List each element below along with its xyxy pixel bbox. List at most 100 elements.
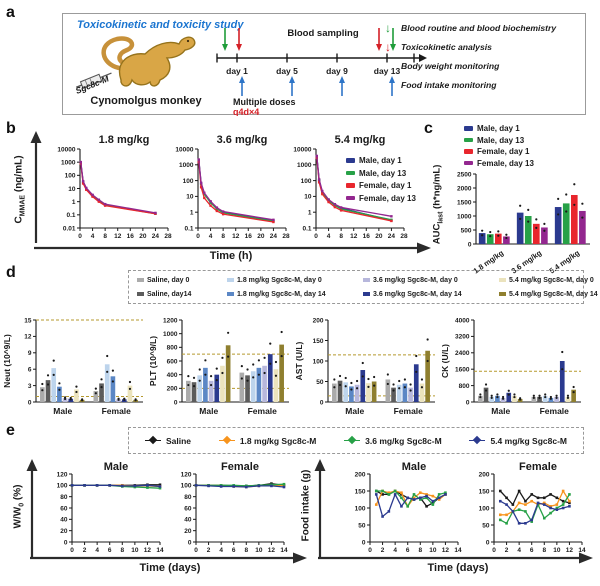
svg-text:0: 0 [28, 399, 32, 406]
b-x-axis-arrow [34, 242, 431, 254]
swatch [346, 195, 355, 201]
svg-text:0: 0 [368, 547, 372, 554]
svg-text:2: 2 [381, 547, 385, 554]
svg-text:5.4 mg/kg: 5.4 mg/kg [335, 134, 386, 146]
legend-item: Female, day 1 [464, 147, 534, 156]
swatch [464, 126, 473, 131]
swatch [499, 278, 506, 282]
svg-text:Male: Male [402, 461, 426, 473]
svg-text:0: 0 [314, 233, 318, 240]
svg-text:Female: Female [248, 406, 278, 416]
svg-text:20: 20 [60, 528, 68, 535]
svg-text:4: 4 [209, 233, 213, 240]
svg-text:2: 2 [207, 547, 211, 554]
svg-text:0: 0 [174, 399, 178, 406]
svg-text:Male: Male [199, 406, 218, 416]
swatch [499, 292, 506, 296]
svg-text:4: 4 [91, 233, 95, 240]
svg-text:200: 200 [313, 317, 324, 324]
legend-item: 5.4 mg/kg Sgc8c-M [469, 436, 567, 446]
svg-text:6: 6 [232, 547, 236, 554]
svg-text:12: 12 [114, 233, 122, 240]
svg-text:12: 12 [350, 233, 358, 240]
svg-text:6: 6 [406, 547, 410, 554]
svg-text:Female: Female [519, 461, 557, 473]
svg-text:50: 50 [316, 379, 324, 386]
svg-text:50: 50 [358, 522, 366, 529]
monkey-illustration: Sgc8c-M [75, 36, 196, 96]
svg-text:10000: 10000 [57, 146, 75, 153]
svg-text:0: 0 [194, 547, 198, 554]
legend-item: 1.8 mg/kg Sgc8c-M, day 0 [227, 277, 363, 284]
legend-item: Male, day 13 [464, 136, 534, 145]
legend-item: 5.4 mg/kg Sgc8c-M, day 0 [499, 277, 598, 284]
legend-item: Male, day 13 [346, 169, 416, 178]
timeline-axis [216, 53, 427, 63]
e-right-y-axis-arrow [314, 459, 326, 557]
panel-label-d: d [6, 264, 16, 281]
svg-text:28: 28 [400, 233, 408, 240]
svg-text:0: 0 [196, 233, 200, 240]
svg-text:8: 8 [418, 547, 422, 554]
svg-text:4000: 4000 [455, 317, 470, 324]
chart-foodintake-male: Male 0 50 100 150 200 0 2 4 6 8 10 12 14 [355, 461, 462, 554]
svg-text:9: 9 [28, 350, 32, 357]
svg-text:100: 100 [57, 483, 68, 490]
svg-text:0.1: 0.1 [184, 225, 193, 232]
legend-item: 1.8 mg/kg Sgc8c-M [218, 436, 316, 446]
svg-text:2000: 2000 [457, 185, 472, 192]
svg-text:10: 10 [429, 547, 437, 554]
svg-text:120: 120 [57, 471, 68, 478]
svg-text:1600: 1600 [455, 367, 470, 374]
day9-label: day 9 [326, 66, 348, 76]
svg-text:40: 40 [60, 517, 68, 524]
legend-item: Saline, day 0 [137, 277, 227, 284]
legend-label: Toxicokinetic analysis [401, 42, 492, 52]
svg-text:100: 100 [479, 505, 490, 512]
svg-text:10: 10 [186, 194, 194, 201]
svg-text:400: 400 [167, 372, 178, 379]
svg-text:200: 200 [167, 386, 178, 393]
e-left-x-axis-arrow [30, 552, 307, 564]
chart-bodyweight-male: Male 0 20 40 60 80 100 120 0 2 4 6 8 10 12 14 [57, 461, 164, 554]
svg-text:12: 12 [144, 547, 152, 554]
svg-text:12: 12 [566, 547, 574, 554]
svg-text:4: 4 [219, 547, 223, 554]
monkey-caption: Cynomolgus monkey [90, 95, 202, 107]
svg-text:8: 8 [339, 233, 343, 240]
swatch [137, 292, 144, 296]
legend-item: Saline [145, 436, 191, 446]
svg-text:8: 8 [221, 233, 225, 240]
svg-text:1.8 mg/kg: 1.8 mg/kg [99, 134, 150, 146]
svg-text:120: 120 [181, 471, 192, 478]
swatch [464, 160, 473, 166]
svg-text:Male: Male [345, 406, 364, 416]
swatch [346, 170, 355, 176]
svg-text:10: 10 [68, 186, 76, 193]
b-y-axis-arrow [30, 131, 42, 243]
swatch [227, 278, 234, 282]
swatch [464, 137, 473, 143]
panel-a-legend: ↓ Blood routine and blood biochemistry ↓… [385, 22, 556, 91]
dose36-marker-icon [344, 436, 361, 445]
svg-text:2: 2 [505, 547, 509, 554]
legend-item: Female, day 13 [464, 159, 534, 168]
swatch [346, 183, 355, 188]
day5-label: day 5 [276, 66, 298, 76]
blood-sampling-label: Blood sampling [287, 28, 358, 39]
svg-text:8: 8 [120, 547, 124, 554]
svg-text:24: 24 [152, 233, 160, 240]
svg-text:14: 14 [156, 547, 164, 554]
svg-text:12: 12 [268, 547, 276, 554]
legend-item: Body weight monitoring [385, 61, 556, 72]
svg-text:200: 200 [479, 471, 490, 478]
svg-text:28: 28 [282, 233, 290, 240]
svg-text:100: 100 [181, 483, 192, 490]
svg-text:0: 0 [320, 399, 324, 406]
svg-text:28: 28 [164, 233, 172, 240]
svg-text:3: 3 [28, 383, 32, 390]
timeline-diagram: Blood sampling day 1 [216, 28, 427, 116]
swatch [464, 149, 473, 154]
blood-routine-arrow-day1 [222, 28, 228, 51]
